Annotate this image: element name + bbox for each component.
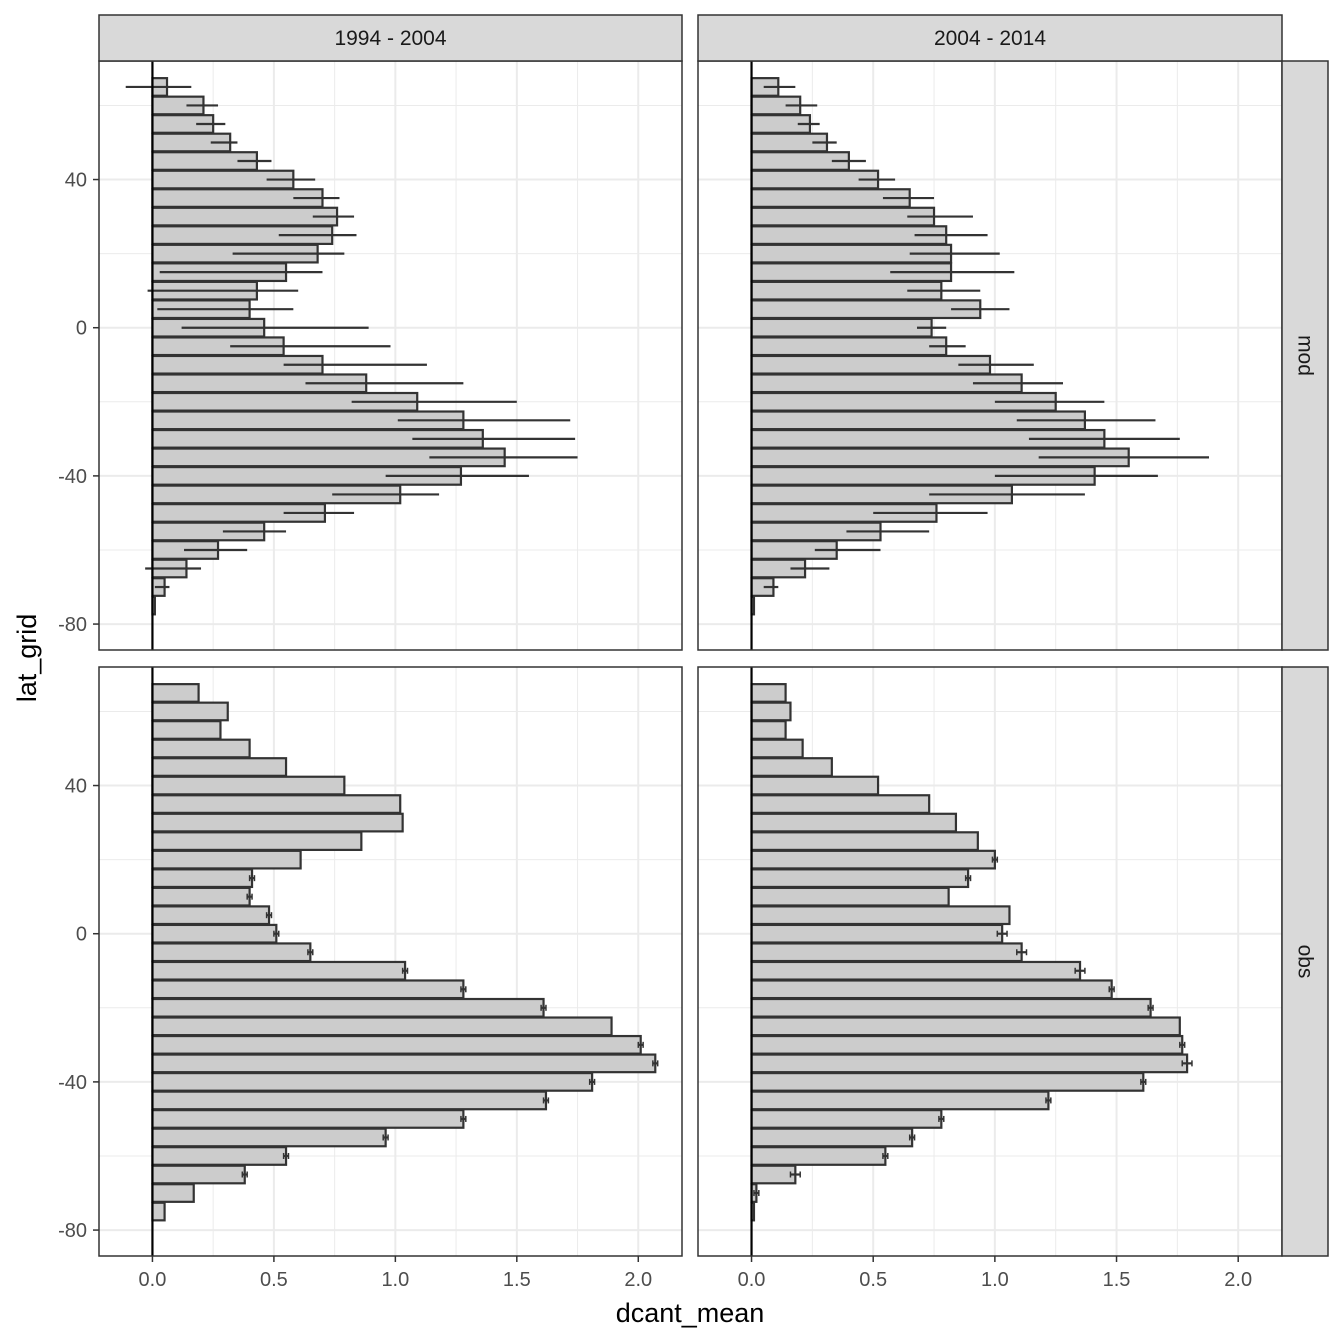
x-tick-label: 0.5 (260, 1269, 288, 1291)
bar (151, 757, 288, 777)
panel-border (98, 666, 683, 1257)
bar (750, 1053, 1189, 1074)
y-tick-label: -80 (58, 614, 87, 636)
y-tick-label: 0 (76, 924, 87, 946)
bar (750, 849, 996, 870)
y-tick-label: -40 (58, 1072, 87, 1094)
x-tick-label: 0.5 (859, 1269, 887, 1291)
bar (750, 794, 931, 814)
bar (750, 720, 787, 740)
x-axis-title: dcant_mean (616, 1298, 765, 1328)
bar (750, 317, 933, 338)
panel-mod-1 (697, 60, 1283, 651)
x-tick-label: 2.0 (1224, 1269, 1252, 1291)
x-tick-label: 1.5 (503, 1269, 531, 1291)
axes: -80 -40 0 40 -80 -40 0 40 0.0 0.5 1.0 1.5 2.0 0.0 0.5 1… (58, 170, 1252, 1291)
y-tick-label: 0 (76, 318, 87, 340)
bar (750, 1109, 943, 1129)
bar (151, 1146, 288, 1166)
bar (151, 886, 251, 907)
strip-row (1281, 60, 1329, 651)
bar (750, 757, 833, 777)
bar (151, 1034, 642, 1055)
bar (750, 1127, 914, 1148)
bar (750, 1146, 887, 1166)
bar (151, 1090, 548, 1111)
bar (750, 299, 982, 320)
panels-layer (98, 60, 1283, 1257)
facet-strips: 1994 - 2004 2004 - 2014 mod obs (98, 14, 1329, 1257)
bar (151, 868, 254, 889)
bar (151, 738, 251, 759)
bar (151, 1016, 613, 1037)
strip-col (697, 14, 1283, 62)
bar (151, 979, 465, 1000)
bar (750, 206, 936, 227)
x-tick-label: 0.0 (139, 1269, 167, 1291)
bar (151, 683, 200, 703)
bar (750, 960, 1082, 981)
panel-obs-2 (98, 666, 683, 1257)
bar (750, 1016, 1181, 1037)
strip-col-label: 2004 - 2014 (934, 27, 1046, 50)
bar (750, 701, 792, 722)
bar (151, 1109, 465, 1129)
strip-row (1281, 666, 1329, 1257)
bar (151, 720, 222, 740)
bar (750, 979, 1113, 1000)
x-tick-label: 1.0 (381, 1269, 409, 1291)
bar (151, 1164, 246, 1185)
bar (151, 701, 229, 722)
bar (151, 1183, 195, 1203)
bar (151, 1201, 166, 1222)
bar (151, 1071, 594, 1092)
bar (151, 905, 271, 926)
panel-obs-3 (697, 666, 1283, 1257)
bar (151, 942, 312, 963)
strip-row-label: obs (1294, 945, 1317, 979)
bar (750, 1090, 1050, 1111)
x-tick-label: 0.0 (738, 1269, 766, 1291)
bar (151, 923, 278, 944)
y-tick-label: 40 (65, 776, 87, 798)
x-tick-label: 1.0 (981, 1269, 1009, 1291)
bar (151, 1127, 387, 1148)
y-tick-label: -80 (58, 1220, 87, 1242)
bar (750, 905, 1011, 926)
strip-col (98, 14, 683, 62)
bar (151, 997, 545, 1018)
bar (151, 775, 346, 796)
bar (750, 775, 880, 796)
strip-row-label: mod (1294, 335, 1317, 376)
bar (151, 849, 302, 870)
bar (750, 923, 1004, 944)
x-tick-label: 2.0 (624, 1269, 652, 1291)
bar (750, 336, 948, 357)
bar (750, 738, 804, 759)
y-tick-label: 40 (65, 170, 87, 192)
x-tick-label: 1.5 (1103, 1269, 1131, 1291)
bar (151, 206, 339, 227)
bar (151, 831, 363, 852)
bar (750, 812, 958, 833)
panel-mod-0 (98, 60, 683, 651)
strip-col-label: 1994 - 2004 (334, 27, 446, 50)
bar (750, 942, 1023, 963)
bar (750, 683, 787, 703)
bar (151, 812, 404, 833)
bar (750, 997, 1152, 1018)
bar (750, 1071, 1145, 1092)
y-tick-label: -40 (58, 466, 87, 488)
bar (151, 794, 402, 814)
bar (750, 868, 970, 889)
bar (750, 1164, 797, 1185)
bar (151, 1053, 657, 1074)
bar (750, 886, 950, 907)
bar (750, 831, 979, 852)
bar (750, 1034, 1184, 1055)
y-axis-title: lat_grid (12, 614, 42, 703)
bar (750, 354, 992, 375)
bar (151, 960, 407, 981)
